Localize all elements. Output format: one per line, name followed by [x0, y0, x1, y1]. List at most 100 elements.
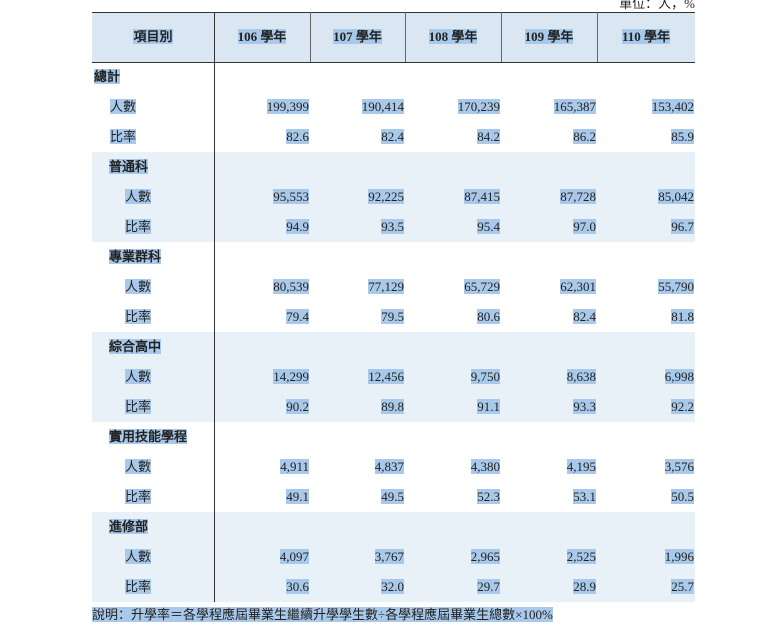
value-cell: 6,998	[664, 362, 694, 392]
value-cell: 94.9	[286, 212, 309, 242]
value-cell-text: 30.6	[286, 579, 309, 594]
value-cell: 32.0	[381, 572, 404, 602]
value-cell: 4,911	[280, 452, 309, 482]
value-cell-text: 93.3	[573, 399, 596, 414]
column-header: 110 學年	[597, 12, 695, 62]
column-header-text: 107 學年	[333, 29, 382, 44]
value-cell-text: 86.2	[573, 129, 596, 144]
row-label-text: 人數	[125, 279, 152, 294]
value-cell: 82.4	[381, 122, 404, 152]
value-cell-text: 190,414	[361, 99, 404, 114]
value-cell-text: 8,638	[566, 369, 596, 384]
value-cell: 90.2	[286, 392, 309, 422]
row-label: 人數	[125, 362, 152, 392]
row-label: 比率	[125, 572, 152, 602]
column-header-text: 108 學年	[428, 29, 478, 44]
header-border	[92, 62, 695, 63]
value-cell-text: 4,380	[470, 459, 500, 474]
value-cell-text: 79.4	[286, 309, 309, 324]
value-cell: 14,299	[273, 362, 309, 392]
row-label: 人數	[125, 272, 152, 302]
group-label-text: 綜合高中	[109, 339, 162, 354]
row-label: 人數	[110, 92, 137, 122]
row-label: 人數	[125, 182, 152, 212]
column-header-text: 106 學年	[237, 29, 287, 44]
value-cell-text: 153,402	[651, 99, 694, 114]
value-cell: 93.5	[381, 212, 404, 242]
row-label-text: 比率	[125, 309, 152, 324]
value-cell: 96.7	[671, 212, 694, 242]
value-cell: 9,750	[470, 362, 500, 392]
value-cell-text: 3,576	[664, 459, 694, 474]
value-cell-text: 95.4	[477, 219, 500, 234]
row-label-text: 人數	[125, 369, 152, 384]
value-cell: 2,525	[566, 542, 596, 572]
group-label-text: 總計	[94, 69, 121, 84]
value-cell: 81.8	[671, 302, 694, 332]
value-cell-text: 85.9	[671, 129, 694, 144]
value-cell-text: 84.2	[477, 129, 500, 144]
footnote: 說明：升學率＝各學程應屆畢業生繼續升學學生數÷各學程應屆畢業生總數×100%	[92, 605, 553, 625]
value-cell-text: 82.4	[381, 129, 404, 144]
row-label-text: 人數	[110, 99, 137, 114]
value-cell: 49.5	[381, 482, 404, 512]
value-cell-text: 170,239	[457, 99, 500, 114]
value-cell-text: 14,299	[273, 369, 309, 384]
value-cell-text: 4,097	[279, 549, 309, 564]
value-cell: 28.9	[573, 572, 596, 602]
group-label: 專業群科	[109, 242, 162, 272]
value-cell: 92.2	[671, 392, 694, 422]
value-cell: 82.6	[286, 122, 309, 152]
value-cell-text: 29.7	[477, 579, 500, 594]
value-cell: 4,195	[566, 452, 596, 482]
row-label-text: 比率	[110, 129, 137, 144]
row-label: 比率	[125, 392, 152, 422]
value-cell: 199,399	[266, 92, 309, 122]
value-cell: 52.3	[477, 482, 500, 512]
value-cell: 49.1	[286, 482, 309, 512]
footnote-text: 說明：升學率＝各學程應屆畢業生繼續升學學生數÷各學程應屆畢業生總數×100%	[92, 607, 553, 622]
row-label-text: 人數	[125, 549, 152, 564]
value-cell-text: 55,790	[658, 279, 694, 294]
row-label: 比率	[125, 482, 152, 512]
column-divider	[310, 12, 311, 62]
value-cell: 170,239	[457, 92, 500, 122]
value-cell-text: 96.7	[671, 219, 694, 234]
group-label-text: 專業群科	[109, 249, 162, 264]
group-label-text: 普通科	[109, 159, 149, 174]
value-cell: 4,380	[470, 452, 500, 482]
value-cell: 29.7	[477, 572, 500, 602]
value-cell: 80.6	[477, 302, 500, 332]
value-cell-text: 97.0	[573, 219, 596, 234]
value-cell-text: 1,996	[664, 549, 694, 564]
value-cell: 86.2	[573, 122, 596, 152]
value-cell-text: 93.5	[381, 219, 404, 234]
value-cell-text: 62,301	[560, 279, 596, 294]
value-cell-text: 2,965	[470, 549, 500, 564]
value-cell: 91.1	[477, 392, 500, 422]
column-header-text: 109 學年	[524, 29, 574, 44]
value-cell: 77,129	[368, 272, 404, 302]
value-cell-text: 49.5	[381, 489, 404, 504]
value-cell: 87,415	[464, 182, 500, 212]
value-cell: 79.5	[381, 302, 404, 332]
row-label-text: 比率	[125, 579, 152, 594]
column-divider	[501, 12, 502, 62]
top-border	[92, 12, 695, 13]
value-cell: 153,402	[651, 92, 694, 122]
value-cell: 89.8	[381, 392, 404, 422]
value-cell-text: 199,399	[266, 99, 309, 114]
row-label: 比率	[110, 122, 137, 152]
value-cell-text: 82.4	[573, 309, 596, 324]
value-cell-text: 81.8	[671, 309, 694, 324]
value-cell-text: 4,195	[566, 459, 596, 474]
stub-divider	[214, 12, 215, 602]
row-label: 人數	[125, 452, 152, 482]
value-cell: 84.2	[477, 122, 500, 152]
column-header: 109 學年	[501, 12, 597, 62]
group-label: 進修部	[109, 512, 149, 542]
column-header-text: 110 學年	[621, 29, 671, 44]
value-cell-text: 2,525	[566, 549, 596, 564]
value-cell: 2,965	[470, 542, 500, 572]
value-cell: 4,097	[279, 542, 309, 572]
